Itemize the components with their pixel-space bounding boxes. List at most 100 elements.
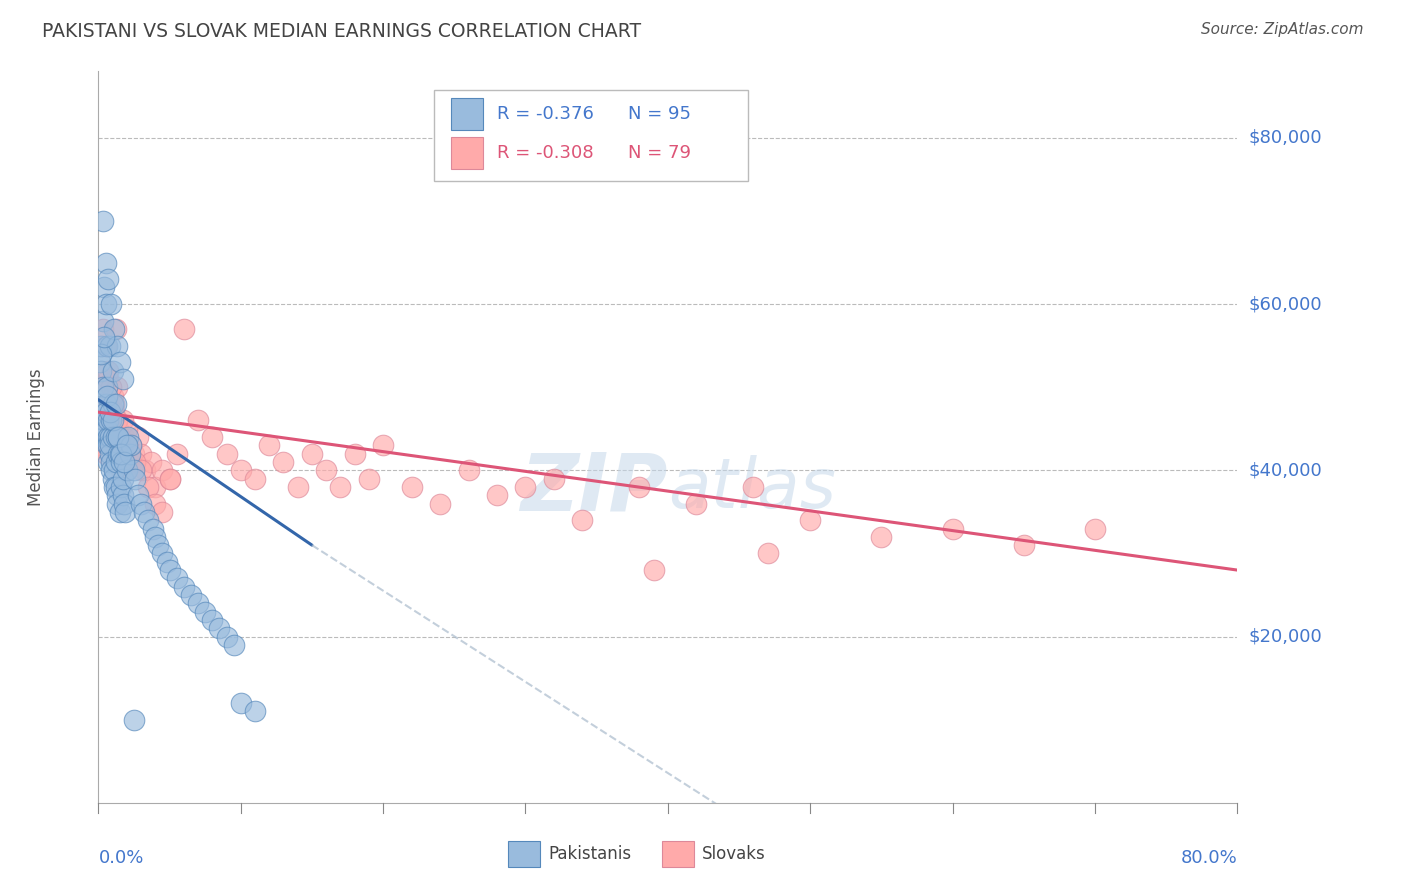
Point	[101, 413, 124, 427]
Point	[134, 463, 156, 477]
Point	[100, 430, 122, 444]
Bar	[451, 137, 484, 169]
Point	[194, 605, 217, 619]
Point	[101, 363, 124, 377]
Point	[315, 463, 337, 477]
Point	[173, 322, 195, 336]
Point	[222, 638, 245, 652]
Point	[101, 388, 124, 402]
Point	[100, 463, 122, 477]
Point	[97, 363, 120, 377]
Point	[93, 280, 115, 294]
Point	[401, 480, 423, 494]
Point	[98, 413, 121, 427]
Point	[96, 380, 118, 394]
Point	[103, 397, 125, 411]
Point	[122, 447, 145, 461]
Point	[301, 447, 323, 461]
Point	[101, 397, 124, 411]
Point	[173, 580, 195, 594]
Point	[571, 513, 593, 527]
Point	[107, 430, 129, 444]
Point	[104, 397, 127, 411]
Text: $40,000: $40,000	[1249, 461, 1322, 479]
Point	[97, 430, 120, 444]
Point	[486, 488, 509, 502]
Point	[111, 413, 134, 427]
Point	[114, 447, 136, 461]
Point	[96, 438, 118, 452]
Point	[643, 563, 665, 577]
Point	[94, 338, 117, 352]
Point	[89, 438, 111, 452]
Point	[122, 713, 145, 727]
Point	[89, 355, 111, 369]
Point	[685, 497, 707, 511]
Point	[870, 530, 893, 544]
Point	[156, 555, 179, 569]
Point	[110, 455, 132, 469]
Text: ZIP: ZIP	[520, 450, 668, 527]
Point	[108, 355, 131, 369]
Point	[112, 497, 135, 511]
Point	[115, 422, 138, 436]
Point	[103, 405, 125, 419]
Point	[145, 530, 167, 544]
Point	[259, 438, 281, 452]
Point	[103, 463, 125, 477]
Point	[742, 480, 765, 494]
Point	[107, 430, 129, 444]
Point	[94, 405, 117, 419]
Point	[104, 455, 127, 469]
Point	[287, 480, 309, 494]
Point	[148, 538, 170, 552]
Point	[91, 422, 114, 436]
Point	[105, 488, 128, 502]
Point	[273, 455, 295, 469]
Point	[1084, 521, 1107, 535]
Point	[120, 438, 142, 452]
Point	[103, 480, 125, 494]
Point	[243, 472, 266, 486]
Point	[91, 380, 114, 394]
Point	[94, 447, 117, 461]
Text: $20,000: $20,000	[1249, 628, 1322, 646]
Point	[94, 255, 117, 269]
Text: Source: ZipAtlas.com: Source: ZipAtlas.com	[1201, 22, 1364, 37]
Point	[96, 397, 118, 411]
Point	[114, 505, 136, 519]
Text: $60,000: $60,000	[1249, 295, 1322, 313]
Point	[111, 372, 134, 386]
Text: 80.0%: 80.0%	[1181, 848, 1237, 866]
Point	[91, 380, 114, 394]
Point	[243, 705, 266, 719]
Point	[97, 438, 120, 452]
Point	[215, 630, 238, 644]
Point	[94, 297, 117, 311]
Point	[105, 413, 128, 427]
Point	[91, 214, 114, 228]
Point	[942, 521, 965, 535]
Text: R = -0.376: R = -0.376	[498, 104, 593, 123]
Point	[159, 472, 181, 486]
Point	[90, 338, 112, 352]
Point	[124, 472, 146, 486]
Point	[105, 380, 128, 394]
Point	[93, 413, 115, 427]
Point	[628, 480, 651, 494]
Point	[93, 430, 115, 444]
Point	[110, 480, 132, 494]
Text: Median Earnings: Median Earnings	[27, 368, 45, 506]
Point	[105, 338, 128, 352]
Point	[112, 455, 135, 469]
Point	[145, 480, 167, 494]
Point	[124, 455, 146, 469]
Point	[103, 322, 125, 336]
Point	[115, 463, 138, 477]
Point	[129, 463, 152, 477]
Bar	[662, 841, 695, 867]
Point	[215, 447, 238, 461]
Point	[101, 430, 124, 444]
Point	[105, 497, 128, 511]
Point	[104, 430, 127, 444]
